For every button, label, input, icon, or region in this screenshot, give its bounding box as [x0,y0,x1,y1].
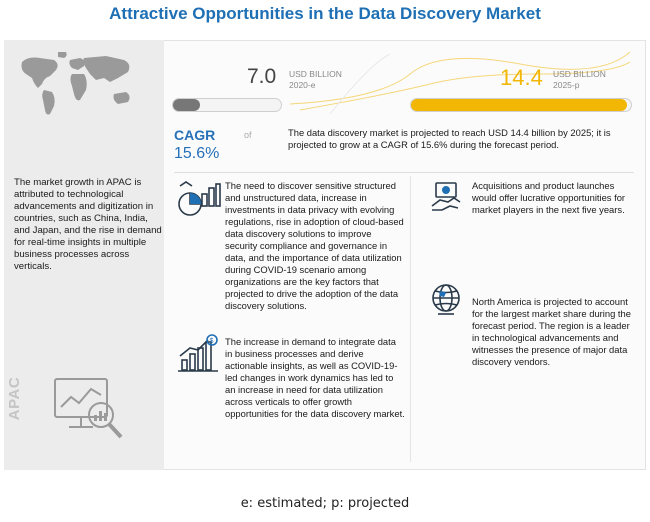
end-progress-bar [410,98,632,112]
start-value: 7.0 [247,65,277,88]
start-progress-bar [172,98,282,112]
end-unit: USD BILLION [553,69,606,79]
divider-horizontal [174,172,634,173]
start-year: 2020-e [289,80,316,90]
world-map-icon [21,52,130,115]
end-progress-fill [411,99,627,111]
region-label: APAC [5,370,35,430]
acquisition-handshake-icon [431,182,461,211]
sensitive-data-insight: The need to discover sensitive structure… [225,180,404,311]
data-privacy-chart-icon [178,181,221,216]
globe-icon [432,284,460,315]
end-year: 2025-p [553,80,580,90]
region-label-text: APAC [6,376,24,421]
cagr-of: of [244,130,252,140]
market-summary: The data discovery market is projected t… [288,127,611,150]
growth-bar-chart-icon: $ [178,334,218,372]
cagr-value: 15.6% [174,145,220,162]
integration-insight: The increase in demand to integrate data… [225,336,405,419]
apac-description: The market growth in APAC is attributed … [14,177,162,272]
acquisitions-insight: Acquisitions and product launches would … [472,180,626,215]
cagr-label: CAGR [174,127,216,143]
north-america-insight: North America is projected to account fo… [472,296,631,367]
footnote: e: estimated; p: projected [240,496,410,511]
svg-text:$: $ [210,338,214,345]
start-unit: USD BILLION [289,69,342,79]
decorative-swoosh [290,51,630,114]
page-title: Attractive Opportunities in the Data Dis… [109,4,541,23]
end-value: 14.4 [500,65,543,90]
left-panel: The market growth in APAC is attributed … [4,40,164,470]
start-progress-fill [173,99,200,111]
analytics-magnifier-icon [54,378,123,439]
divider-vertical [410,176,411,462]
